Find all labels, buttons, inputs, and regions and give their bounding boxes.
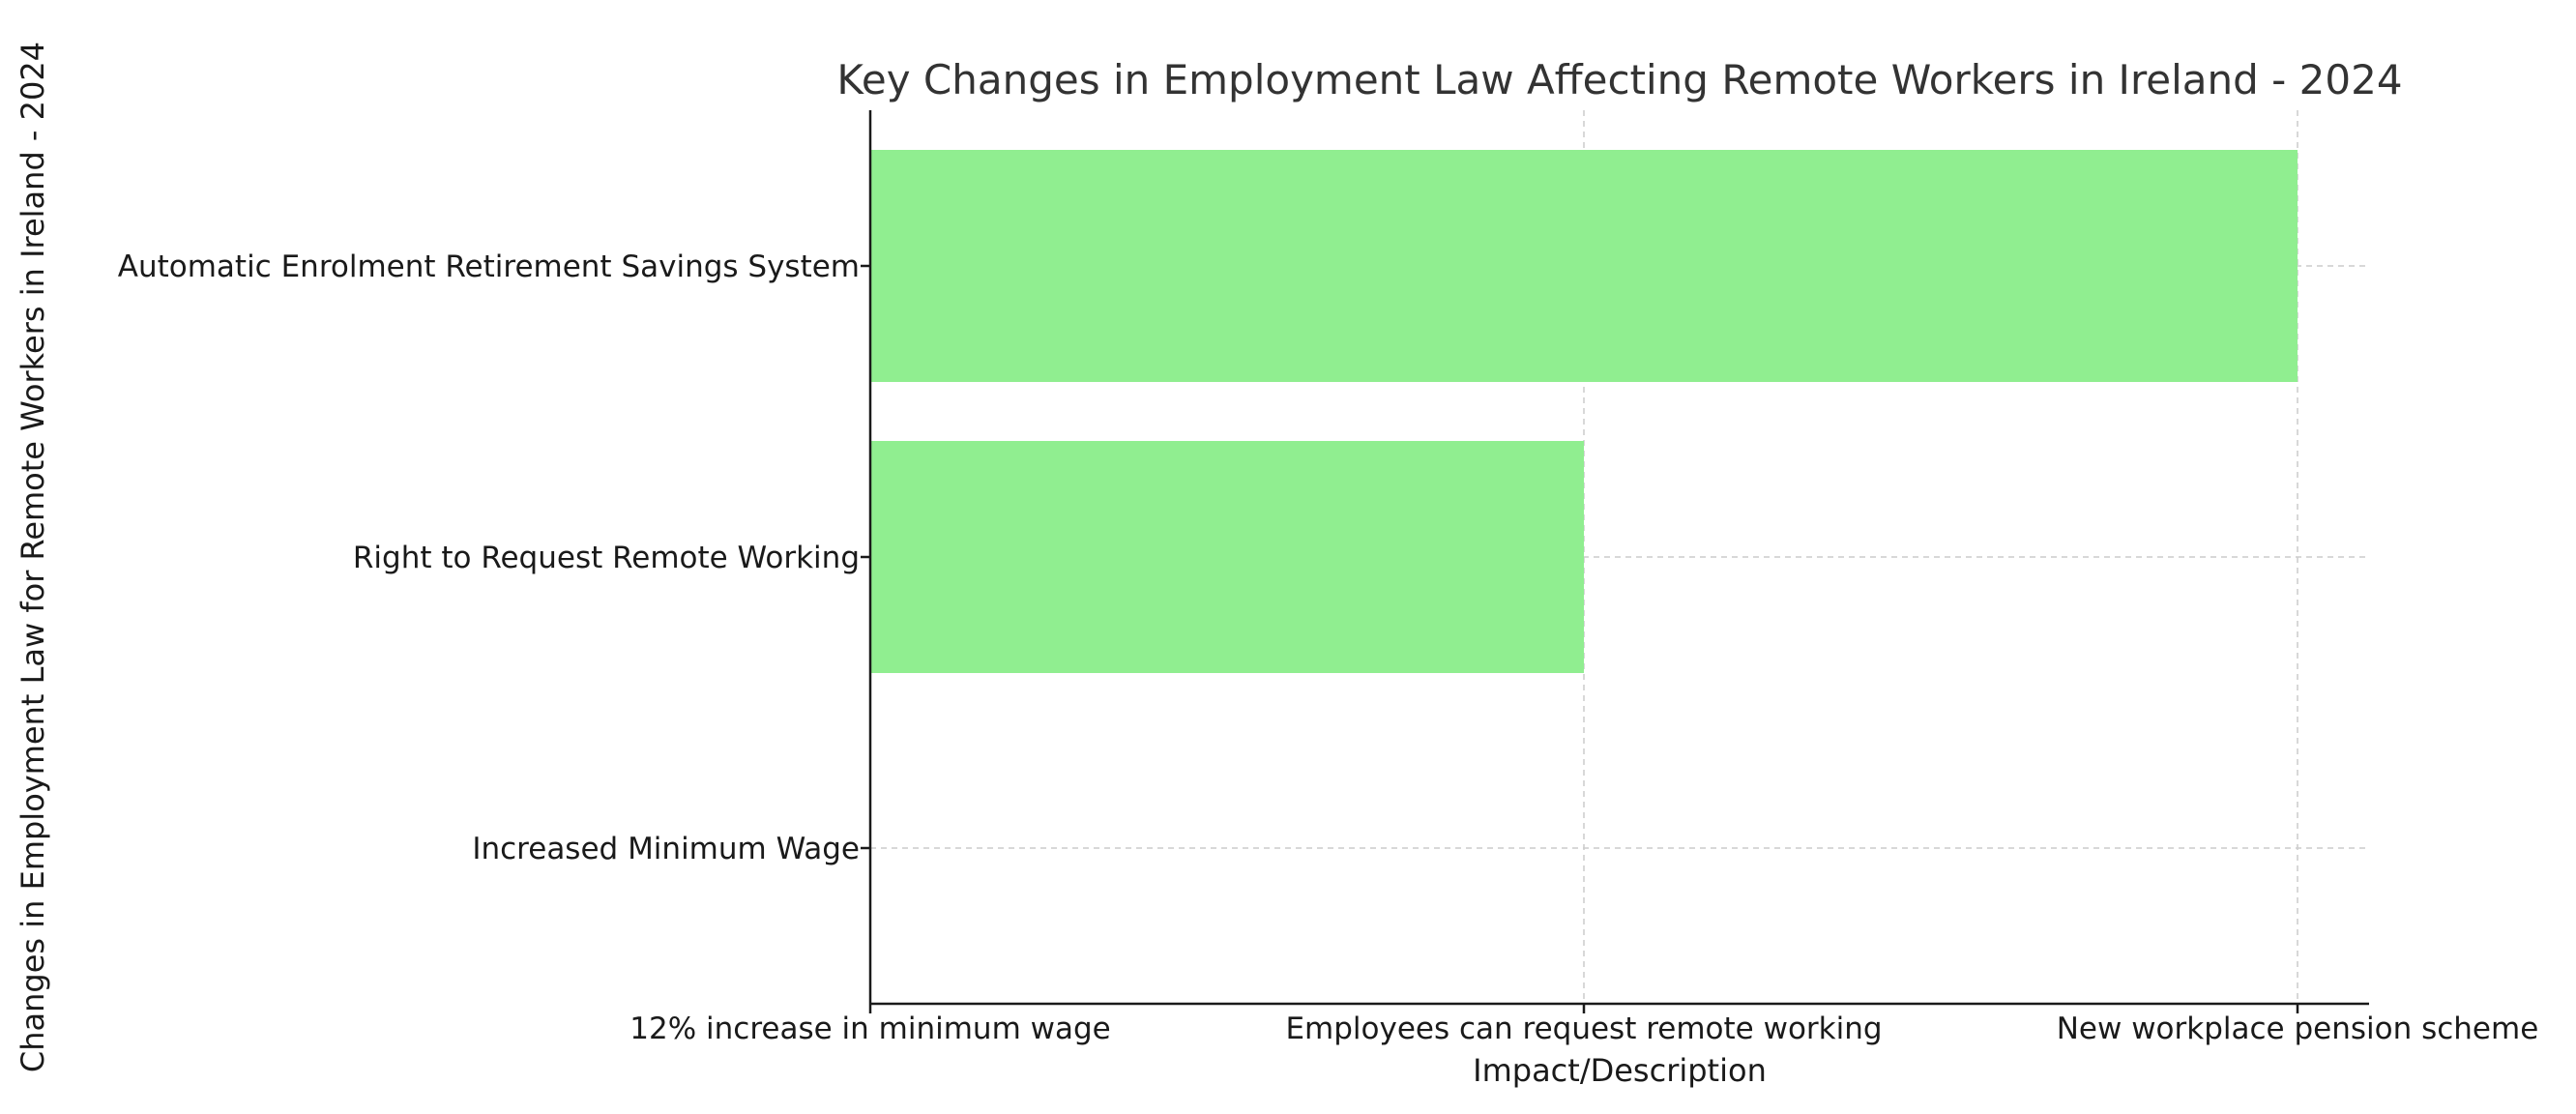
x-tick-label: 12% increase in minimum wage [629, 1011, 1110, 1046]
x-axis-label: Impact/Description [1473, 1052, 1767, 1089]
chart-title: Key Changes in Employment Law Affecting … [836, 56, 2402, 103]
bars [870, 150, 2298, 673]
ticks: Increased Minimum Wage Right to Request R… [118, 249, 2539, 1046]
x-tick-label: Employees can request remote working [1285, 1011, 1882, 1046]
y-tick-label: Increased Minimum Wage [472, 832, 860, 866]
y-tick-label: Automatic Enrolment Retirement Savings S… [118, 249, 860, 284]
y-axis-label: Changes in Employment Law for Remote Wor… [15, 42, 51, 1072]
bar [870, 441, 1584, 673]
bar [870, 150, 2298, 382]
x-tick-label: New workplace pension scheme [2057, 1011, 2539, 1046]
y-tick-label: Right to Request Remote Working [353, 541, 860, 575]
